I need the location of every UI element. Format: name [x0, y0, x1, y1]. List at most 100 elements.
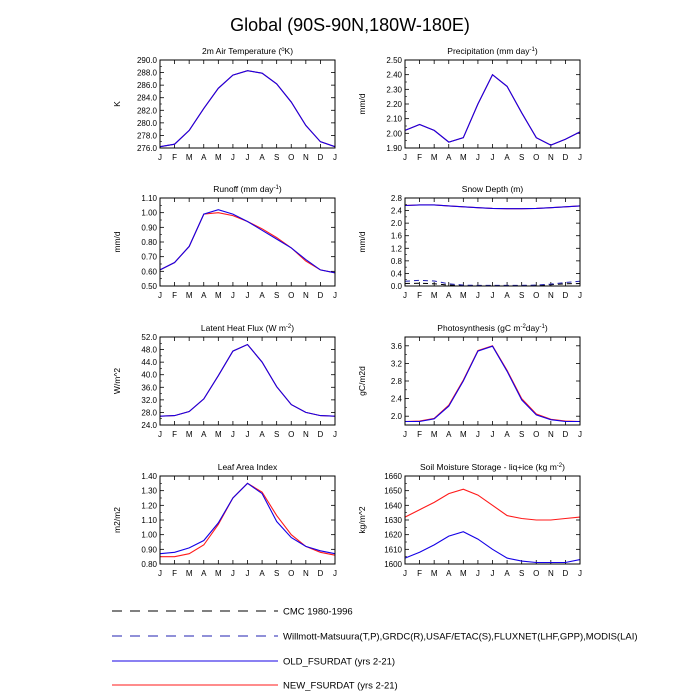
x-tick-label: F	[172, 153, 177, 162]
x-tick-label: A	[259, 569, 265, 578]
x-tick-label: J	[231, 291, 235, 300]
x-tick-label: O	[288, 291, 294, 300]
x-tick-label: D	[563, 153, 569, 162]
x-tick-label: F	[417, 569, 422, 578]
x-tick-label: N	[548, 569, 554, 578]
x-tick-label: J	[491, 569, 495, 578]
x-tick-label: D	[563, 569, 569, 578]
y-tick-label: 2.40	[386, 71, 402, 80]
x-tick-label: D	[318, 430, 324, 439]
plot-frame	[159, 197, 336, 287]
y-tick-label: 24.0	[141, 421, 157, 430]
x-tick-label: S	[519, 153, 524, 162]
x-tick-label: S	[274, 569, 279, 578]
legend-item: Willmott-Matsuura(T,P),GRDC(R),USAF/ETAC…	[112, 632, 638, 643]
x-tick-label: A	[446, 291, 452, 300]
y-tick-label: 1.20	[141, 501, 157, 510]
x-tick-label: F	[172, 430, 177, 439]
x-tick-label: D	[318, 569, 324, 578]
panel-title: Photosynthesis (gC m-2day-1)	[437, 323, 548, 333]
y-tick-label: 2.00	[386, 129, 402, 138]
x-tick-label: S	[519, 569, 524, 578]
series-line	[159, 343, 336, 417]
x-tick-label: M	[460, 153, 467, 162]
y-tick-label: 2.8	[391, 194, 403, 203]
x-tick-label: O	[288, 153, 294, 162]
x-tick-label: O	[288, 569, 294, 578]
y-tick-label: 52.0	[141, 333, 157, 342]
y-tick-label: 290.0	[137, 56, 158, 65]
legend: CMC 1980-1996 Willmott-Matsuura(T,P),GRDC…	[112, 607, 638, 692]
panel-title: Runoff (mm day-1)	[213, 184, 282, 194]
y-tick-label: 0.90	[141, 223, 157, 232]
y-tick-label: 28.0	[141, 408, 157, 417]
y-tick-label: 280.0	[137, 119, 158, 128]
y-tick-label: 0.60	[141, 267, 157, 276]
x-tick-label: A	[446, 430, 452, 439]
x-tick-label: N	[303, 430, 309, 439]
y-tick-label: 286.0	[137, 81, 158, 90]
x-tick-label: M	[431, 153, 438, 162]
y-tick-label: 1.30	[141, 487, 157, 496]
x-tick-label: N	[548, 430, 554, 439]
x-tick-label: J	[476, 291, 480, 300]
x-tick-label: J	[476, 430, 480, 439]
y-tick-label: 3.6	[391, 342, 403, 351]
x-tick-label: J	[246, 291, 250, 300]
plot-frame	[159, 475, 336, 565]
legend-item: NEW_FSURDAT (yrs 2-21)	[112, 681, 398, 692]
y-tick-label: 2.4	[391, 207, 403, 216]
series-line	[159, 70, 336, 148]
series-line	[404, 282, 581, 287]
x-tick-label: M	[186, 569, 193, 578]
y-tick-label: 1.10	[141, 194, 157, 203]
plot-frame	[404, 336, 581, 426]
y-tick-label: 1.2	[391, 244, 403, 253]
x-tick-label: A	[504, 430, 510, 439]
x-tick-label: A	[259, 430, 265, 439]
x-tick-label: S	[519, 430, 524, 439]
y-tick-label: 44.0	[141, 358, 157, 367]
legend-item: OLD_FSURDAT (yrs 2-21)	[112, 657, 395, 668]
x-tick-label: A	[259, 153, 265, 162]
y-tick-label: 40.0	[141, 371, 157, 380]
x-tick-label: A	[446, 569, 452, 578]
x-tick-label: J	[403, 430, 407, 439]
x-tick-label: M	[431, 430, 438, 439]
y-tick-label: 2.20	[386, 100, 402, 109]
y-tick-label: 1650	[384, 487, 402, 496]
panel-title: Precipitation (mm day-1)	[447, 46, 538, 56]
panel-title: Soil Moisture Storage - liq+ice (kg m-2)	[420, 462, 565, 472]
y-tick-label: 2.8	[391, 377, 403, 386]
panel-6: Photosynthesis (gC m-2day-1) gC/m2d 2.0 2.4…	[357, 323, 582, 439]
plot-frame	[404, 59, 581, 149]
y-tick-label: 1.00	[141, 209, 157, 218]
series-line	[405, 345, 580, 423]
y-axis-label: mm/d	[357, 231, 367, 253]
y-tick-label: 278.0	[137, 131, 158, 140]
x-tick-label: J	[333, 153, 337, 162]
x-tick-label: D	[563, 430, 569, 439]
x-tick-label: M	[460, 569, 467, 578]
x-tick-label: J	[158, 569, 162, 578]
plot-frame	[159, 336, 336, 426]
series-line	[159, 343, 336, 417]
x-tick-label: O	[533, 291, 539, 300]
y-tick-label: 0.50	[141, 282, 157, 291]
x-tick-label: J	[491, 291, 495, 300]
x-tick-label: J	[578, 569, 582, 578]
legend-label: CMC 1980-1996	[283, 607, 353, 618]
plot-frame	[404, 197, 581, 287]
plot-frame	[159, 59, 336, 149]
panel-2: Precipitation (mm day-1) mm/d 1.90 2.00 2.10…	[357, 46, 582, 162]
series-line	[404, 345, 581, 423]
y-tick-label: 1620	[384, 531, 402, 540]
y-tick-label: 0.70	[141, 253, 157, 262]
legend-label: NEW_FSURDAT (yrs 2-21)	[283, 681, 398, 692]
series-line	[404, 204, 581, 210]
x-tick-label: J	[158, 153, 162, 162]
series-line	[159, 70, 336, 148]
y-tick-label: 2.0	[391, 219, 403, 228]
y-tick-label: 1610	[384, 545, 402, 554]
x-tick-label: N	[303, 569, 309, 578]
